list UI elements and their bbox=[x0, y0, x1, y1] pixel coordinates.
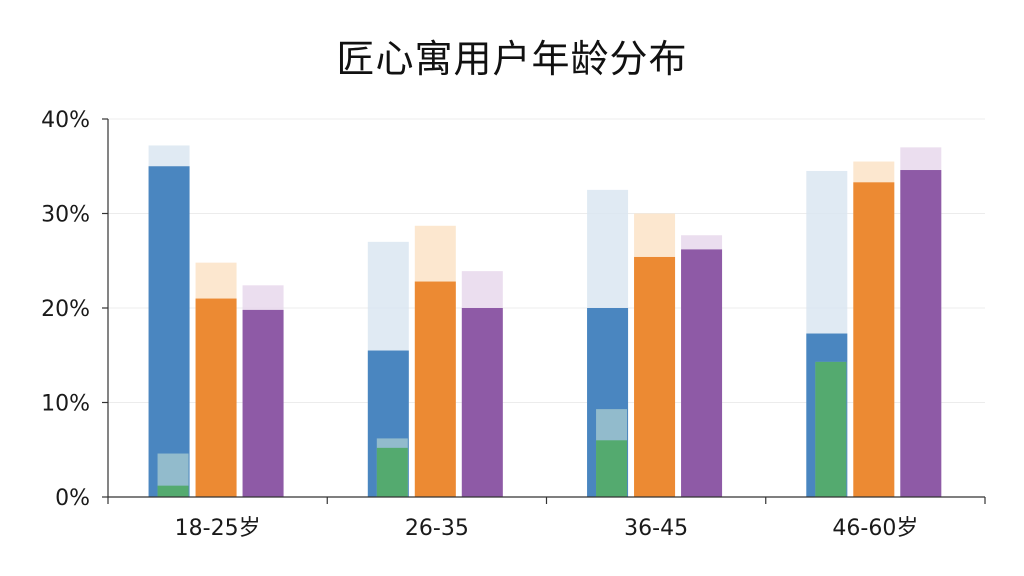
chart-title: 匠心寓用户年龄分布 bbox=[336, 37, 688, 81]
bar bbox=[634, 256, 676, 497]
bar bbox=[461, 308, 503, 497]
bar bbox=[242, 309, 284, 497]
bar bbox=[414, 281, 456, 497]
bar bbox=[148, 166, 190, 497]
bar bbox=[195, 298, 237, 497]
y-tick-label: 20% bbox=[41, 297, 90, 322]
bar bbox=[853, 182, 895, 497]
axis-layer: 0% 10% 20% 30% 40% 18-25岁 26-35 36-45 46-60岁 bbox=[41, 108, 986, 541]
y-tick-label: 0% bbox=[55, 486, 90, 511]
bar bbox=[815, 361, 847, 497]
x-tick-label: 26-35 bbox=[405, 516, 469, 541]
bar bbox=[376, 447, 408, 497]
y-tick-label: 40% bbox=[41, 108, 90, 133]
x-tick-label: 46-60岁 bbox=[832, 516, 918, 541]
bar bbox=[900, 170, 942, 497]
x-tick-label: 18-25岁 bbox=[175, 516, 261, 541]
bars-layer bbox=[148, 145, 942, 498]
bar bbox=[596, 440, 628, 497]
y-tick-label: 10% bbox=[41, 392, 90, 417]
y-tick-label: 30% bbox=[41, 203, 90, 228]
bar bbox=[157, 485, 189, 497]
x-tick-label: 36-45 bbox=[624, 516, 688, 541]
bar bbox=[681, 249, 723, 497]
